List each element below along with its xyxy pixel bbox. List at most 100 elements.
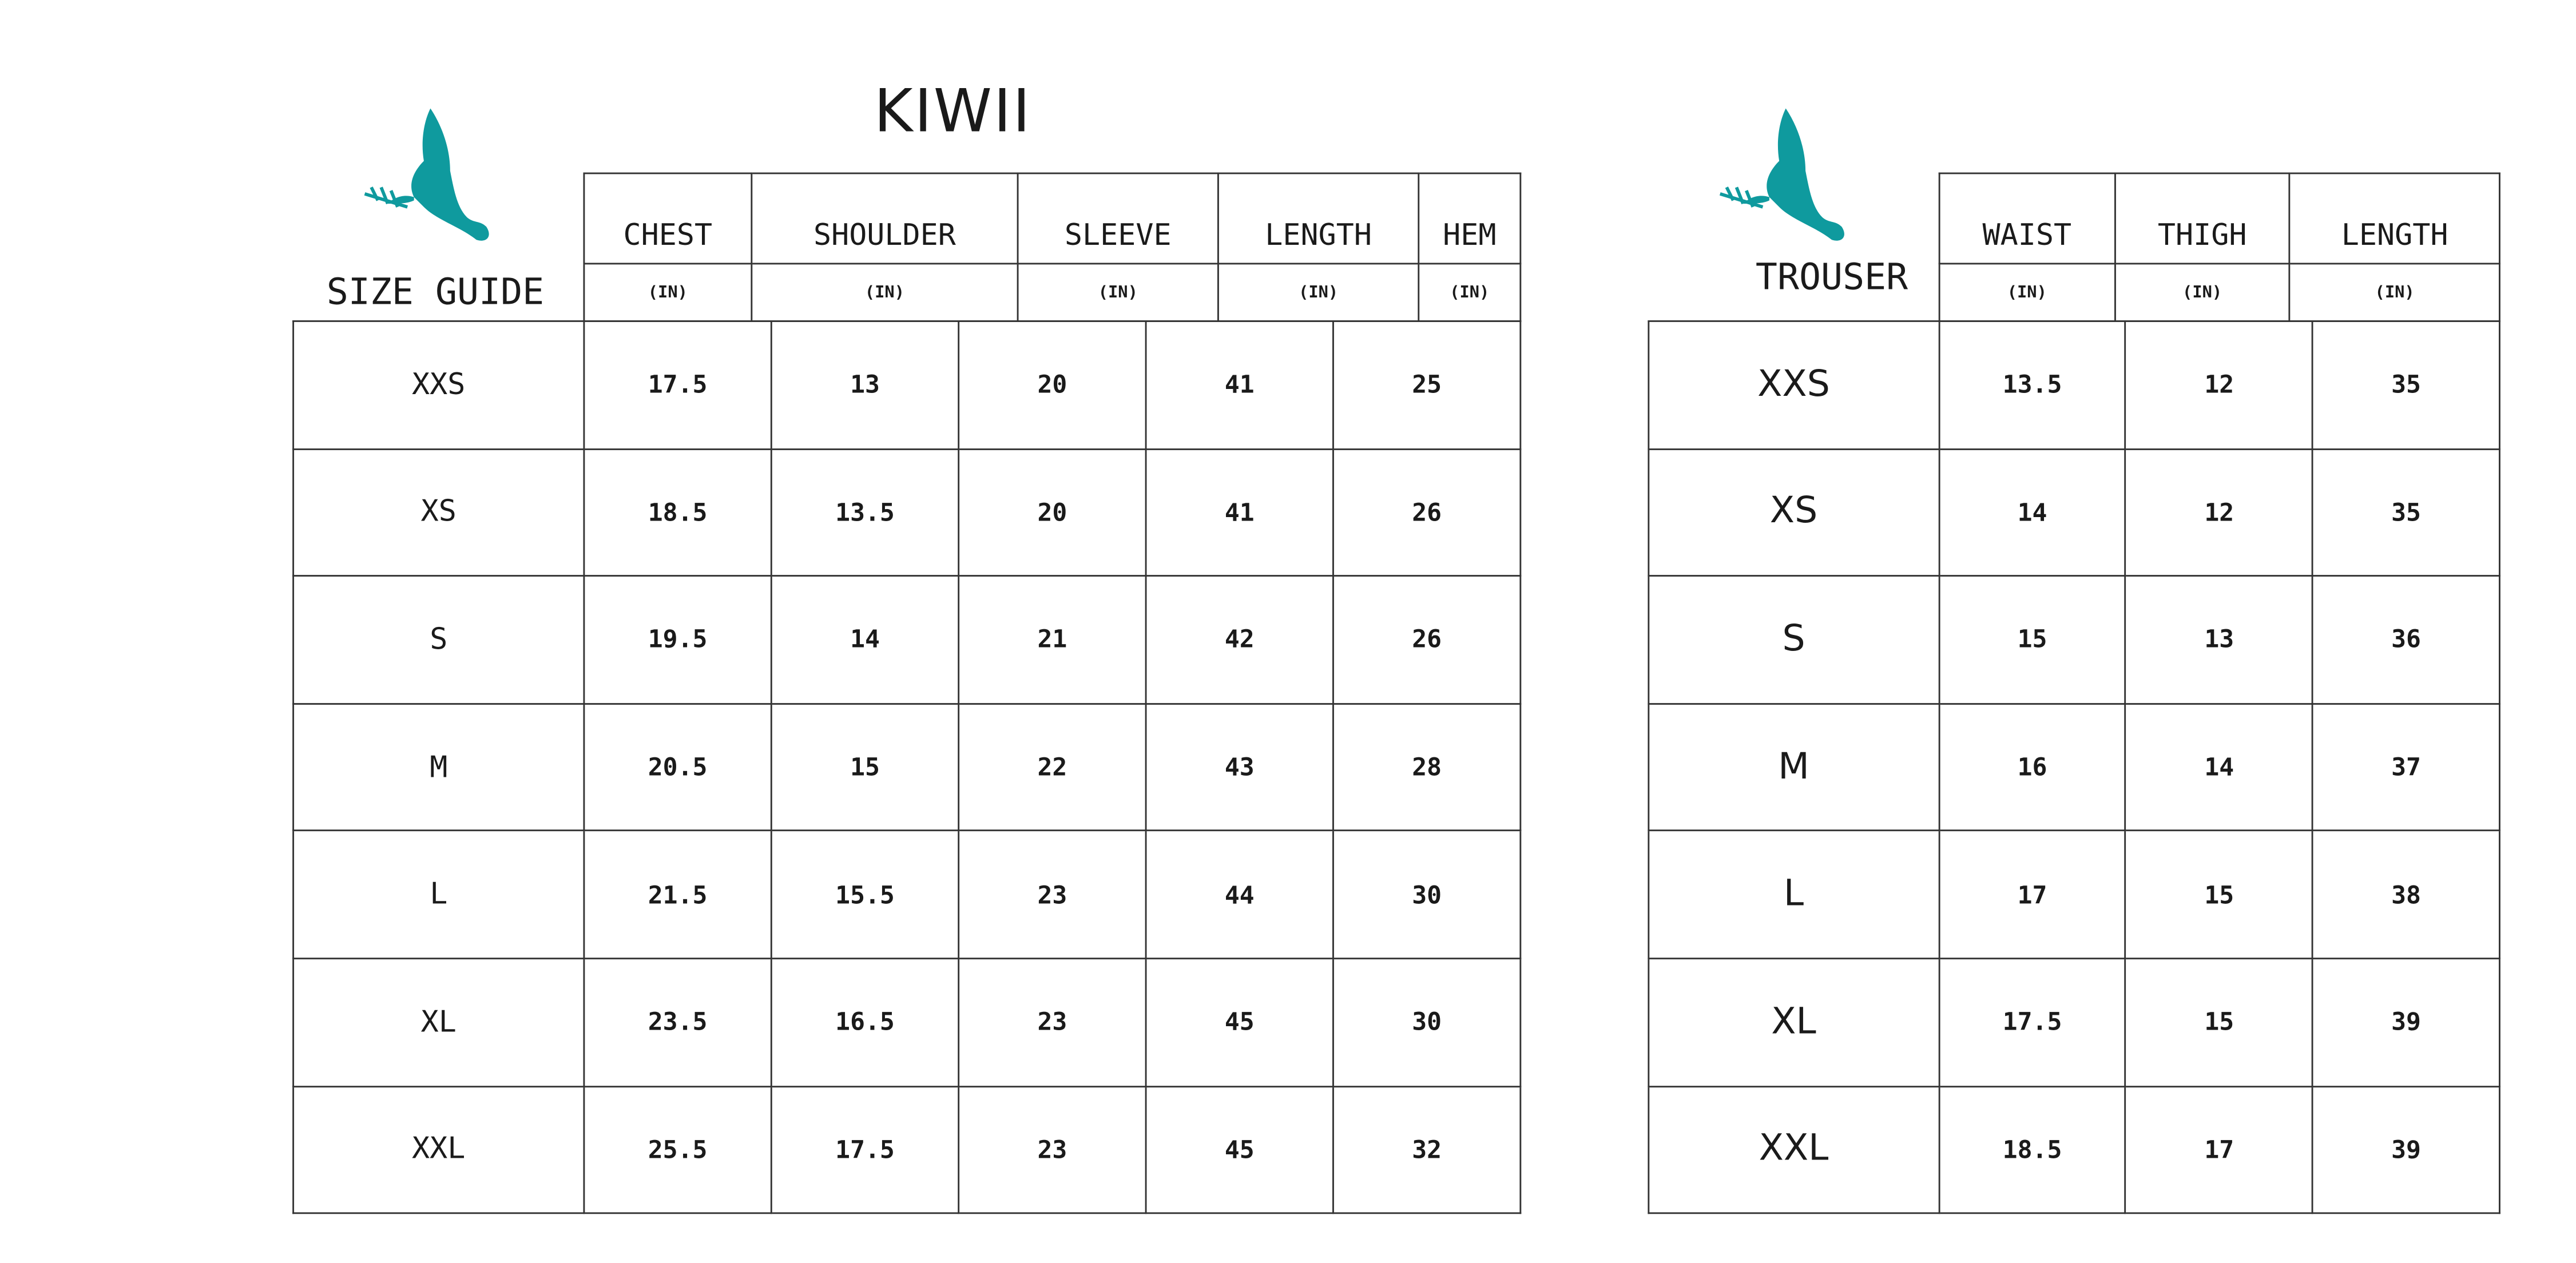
measurement-cell: 16.5 xyxy=(770,958,960,1087)
unit-label: (IN) xyxy=(2289,263,2500,322)
measurement-cell: 42 xyxy=(1145,575,1334,705)
column-header: HEM xyxy=(1418,172,1522,265)
measurement-cell: 12 xyxy=(2125,320,2314,450)
measurement-cell: 14 xyxy=(2125,702,2314,832)
measurement-cell: 44 xyxy=(1145,830,1334,960)
brand-title: KIWII xyxy=(874,78,1032,146)
measurement-cell: 17 xyxy=(1938,830,2127,960)
size-label: XL xyxy=(1648,958,1940,1087)
measurement-cell: 23 xyxy=(958,1085,1147,1214)
measurement-cell: 39 xyxy=(2312,958,2500,1087)
top-table-header: CHEST SHOULDER SLEEVE LENGTH HEM (IN) (IN) (IN… xyxy=(583,172,1522,322)
measurement-cell: 22 xyxy=(958,702,1147,832)
measurement-cell: 36 xyxy=(2312,575,2500,705)
measurement-cell: 12 xyxy=(2125,447,2314,577)
measurement-cell: 41 xyxy=(1145,447,1334,577)
measurement-cell: 30 xyxy=(1332,830,1522,960)
measurement-cell: 23.5 xyxy=(583,958,772,1087)
measurement-cell: 45 xyxy=(1145,958,1334,1087)
unit-label: (IN) xyxy=(1217,263,1420,322)
table-row: L 21.5 15.5 23 44 30 xyxy=(292,830,1522,960)
measurement-cell: 23 xyxy=(958,830,1147,960)
measurement-cell: 19.5 xyxy=(583,575,772,705)
measurement-cell: 39 xyxy=(2312,1085,2500,1214)
trouser-table-header: WAIST THIGH LENGTH (IN) (IN) (IN) xyxy=(1938,172,2500,322)
measurement-cell: 17.5 xyxy=(583,320,772,450)
measurement-cell: 43 xyxy=(1145,702,1334,832)
top-table-body: XXS 17.5 13 20 41 25 XS 18.5 13.5 20 41 26 S 19.5 14 21… xyxy=(292,320,1522,1214)
measurement-cell: 15 xyxy=(2125,830,2314,960)
measurement-cell: 17.5 xyxy=(770,1085,960,1214)
measurement-cell: 21.5 xyxy=(583,830,772,960)
measurement-cell: 21 xyxy=(958,575,1147,705)
size-label: XS xyxy=(1648,447,1940,577)
size-label: XXL xyxy=(1648,1085,1940,1214)
measurement-cell: 13.5 xyxy=(770,447,960,577)
table-row: XXL 18.5 17 39 xyxy=(1648,1085,2500,1214)
column-header: WAIST xyxy=(1938,172,2115,265)
table-row: M 16 14 37 xyxy=(1648,702,2500,832)
size-label: S xyxy=(292,575,585,705)
size-label: L xyxy=(292,830,585,960)
table-row: XS 18.5 13.5 20 41 26 xyxy=(292,447,1522,577)
measurement-cell: 17.5 xyxy=(1938,958,2127,1087)
measurement-cell: 13.5 xyxy=(1938,320,2127,450)
column-header: THIGH xyxy=(2114,172,2291,265)
column-header: SLEEVE xyxy=(1017,172,1219,265)
measurement-cell: 32 xyxy=(1332,1085,1522,1214)
measurement-cell: 45 xyxy=(1145,1085,1334,1214)
measurement-cell: 26 xyxy=(1332,575,1522,705)
trouser-label: TROUSER xyxy=(1755,257,1908,299)
table-row: XS 14 12 35 xyxy=(1648,447,2500,577)
measurement-cell: 15 xyxy=(1938,575,2127,705)
unit-label: (IN) xyxy=(751,263,1019,322)
measurement-cell: 23 xyxy=(958,958,1147,1087)
size-label: XXL xyxy=(292,1085,585,1214)
measurement-cell: 26 xyxy=(1332,447,1522,577)
trouser-table-body: XXS 13.5 12 35 XS 14 12 35 S 15 13 36 M 16 14 37 L 17 15 38… xyxy=(1648,320,2500,1214)
measurement-cell: 15 xyxy=(770,702,960,832)
table-row: XXS 17.5 13 20 41 25 xyxy=(292,320,1522,450)
size-label: XL xyxy=(292,958,585,1087)
measurement-cell: 18.5 xyxy=(583,447,772,577)
size-label: XXS xyxy=(1648,320,1940,450)
table-row: S 15 13 36 xyxy=(1648,575,2500,705)
unit-label: (IN) xyxy=(583,263,753,322)
measurement-cell: 35 xyxy=(2312,447,2500,577)
column-header: LENGTH xyxy=(2289,172,2500,265)
size-label: M xyxy=(292,702,585,832)
size-label: M xyxy=(1648,702,1940,832)
measurement-cell: 28 xyxy=(1332,702,1522,832)
measurement-cell: 20.5 xyxy=(583,702,772,832)
measurement-cell: 35 xyxy=(2312,320,2500,450)
unit-label: (IN) xyxy=(1938,263,2115,322)
measurement-cell: 15 xyxy=(2125,958,2314,1087)
measurement-cell: 37 xyxy=(2312,702,2500,832)
table-row: XL 17.5 15 39 xyxy=(1648,958,2500,1087)
measurement-cell: 13 xyxy=(2125,575,2314,705)
measurement-cell: 41 xyxy=(1145,320,1334,450)
column-header: LENGTH xyxy=(1217,172,1420,265)
measurement-cell: 18.5 xyxy=(1938,1085,2127,1214)
measurement-cell: 20 xyxy=(958,320,1147,450)
measurement-cell: 25.5 xyxy=(583,1085,772,1214)
measurement-cell: 13 xyxy=(770,320,960,450)
measurement-cell: 17 xyxy=(2125,1085,2314,1214)
size-label: XS xyxy=(292,447,585,577)
measurement-cell: 15.5 xyxy=(770,830,960,960)
measurement-cell: 25 xyxy=(1332,320,1522,450)
table-row: XXS 13.5 12 35 xyxy=(1648,320,2500,450)
measurement-cell: 38 xyxy=(2312,830,2500,960)
table-row: S 19.5 14 21 42 26 xyxy=(292,575,1522,705)
size-guide-label: SIZE GUIDE xyxy=(326,272,545,314)
table-row: M 20.5 15 22 43 28 xyxy=(292,702,1522,832)
size-label: L xyxy=(1648,830,1940,960)
measurement-cell: 14 xyxy=(770,575,960,705)
column-header: CHEST xyxy=(583,172,753,265)
table-row: L 17 15 38 xyxy=(1648,830,2500,960)
dove-icon xyxy=(364,108,489,241)
column-header: SHOULDER xyxy=(751,172,1019,265)
unit-label: (IN) xyxy=(1418,263,1522,322)
table-row: XL 23.5 16.5 23 45 30 xyxy=(292,958,1522,1087)
